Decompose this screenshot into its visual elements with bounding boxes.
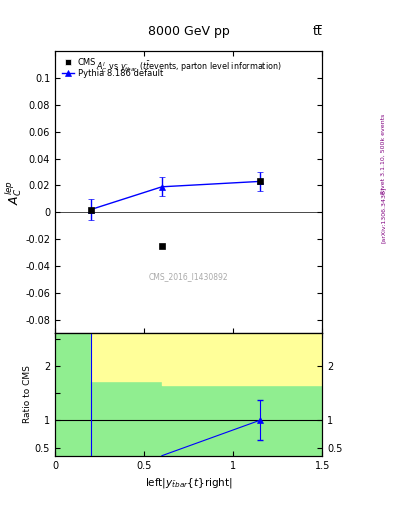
- Legend: CMS, Pythia 8.186 default: CMS, Pythia 8.186 default: [59, 55, 165, 81]
- Y-axis label: Ratio to CMS: Ratio to CMS: [23, 366, 32, 423]
- Y-axis label: $A_C^{lep}$: $A_C^{lep}$: [3, 180, 24, 205]
- Text: 8000 GeV pp: 8000 GeV pp: [148, 26, 230, 38]
- Text: tt̅: tt̅: [312, 26, 322, 38]
- Text: $A_C^l$ vs $y_{\bar{t}bar}$ ($t\bar{t}$events, parton level information): $A_C^l$ vs $y_{\bar{t}bar}$ ($t\bar{t}$e…: [96, 60, 281, 75]
- Text: Rivet 3.1.10, 500k events: Rivet 3.1.10, 500k events: [381, 114, 386, 194]
- X-axis label: $\mathrm{left}|y_{\bar{t}bar}\{t\}\mathrm{right}|$: $\mathrm{left}|y_{\bar{t}bar}\{t\}\mathr…: [145, 476, 233, 490]
- Text: CMS_2016_I1430892: CMS_2016_I1430892: [149, 272, 228, 281]
- Text: [arXiv:1306.3436]: [arXiv:1306.3436]: [381, 187, 386, 243]
